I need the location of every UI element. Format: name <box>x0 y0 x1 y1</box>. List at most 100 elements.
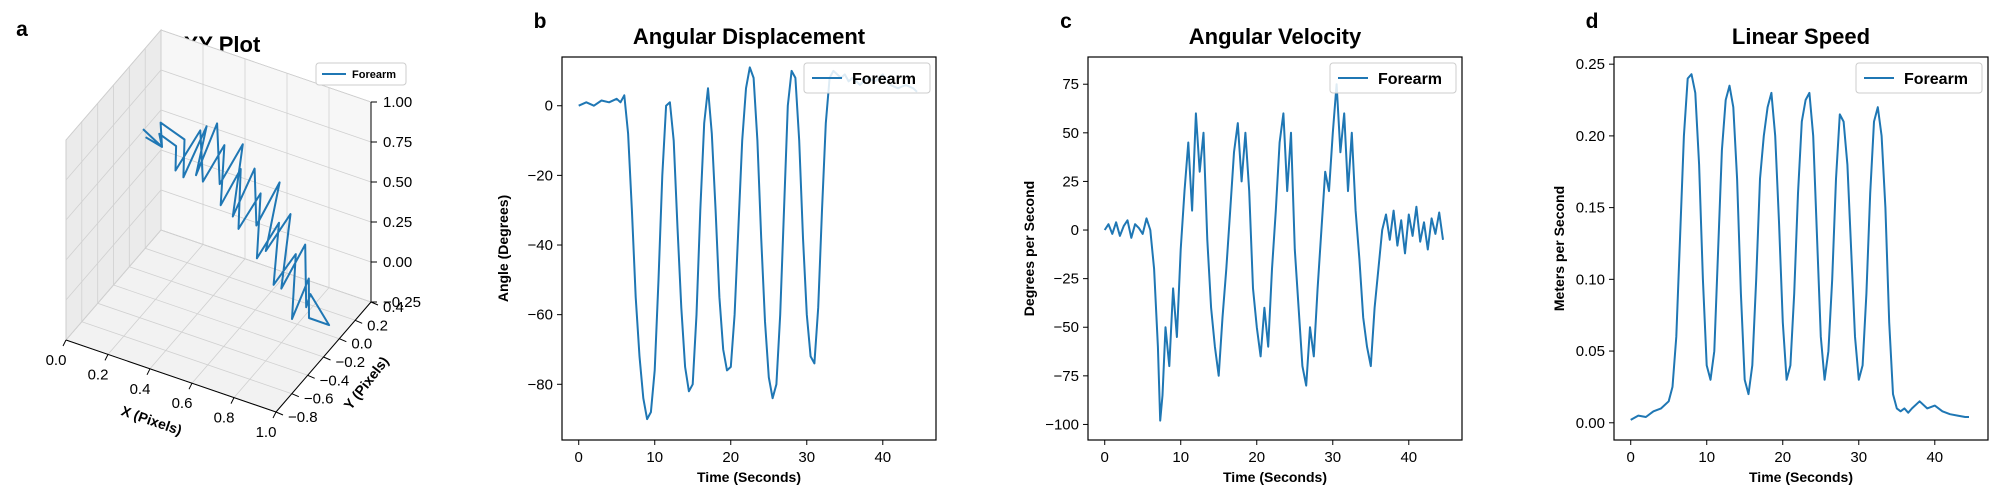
z-tick-label: 0.50 <box>383 174 412 191</box>
y-tick-label: −60 <box>528 307 553 324</box>
x-tick-label: 30 <box>798 449 815 466</box>
legend: Forearm <box>1329 62 1457 94</box>
y-tick-label: 0 <box>1071 222 1079 239</box>
grid-line <box>65 69 372 181</box>
y-tick <box>339 338 347 343</box>
x-tick-label: 40 <box>1926 449 1943 466</box>
panel-b: b Angular Displacement 0 10 20 30 40 0 −20 −40 −60… <box>495 10 937 485</box>
y-tick-label: 0.25 <box>1576 56 1605 73</box>
x-tick-label: 0.4 <box>130 381 151 398</box>
panel-letter-a: a <box>16 18 28 41</box>
x-tick-label: 20 <box>1774 449 1791 466</box>
x-tick-label: 0.0 <box>46 352 67 369</box>
x-axis-label: Time (Seconds) <box>697 469 801 485</box>
x-tick-label: 0 <box>1627 449 1635 466</box>
grid-line <box>65 149 372 261</box>
y-tick-label: 0.00 <box>1576 415 1605 432</box>
y-axis-label: Degrees per Second <box>1021 181 1037 316</box>
x-tick-label: 0.6 <box>172 395 193 412</box>
y-tick <box>323 356 331 361</box>
x-tick <box>104 354 109 361</box>
x-tick-label: 10 <box>1172 449 1189 466</box>
z-tick-label: 0.25 <box>383 214 412 231</box>
legend: Forearm <box>1855 62 1983 94</box>
y-tick-label: −0.4 <box>320 372 350 389</box>
y-tick <box>354 319 363 324</box>
y-tick-label: 0 <box>545 98 553 115</box>
z-tick-label: 1.00 <box>383 94 412 111</box>
grid-line <box>65 229 372 341</box>
series-line-forearm <box>142 121 331 327</box>
y-tick-label: −75 <box>1054 368 1079 385</box>
x-axis-line <box>65 339 277 413</box>
x-tick-label: 30 <box>1324 449 1341 466</box>
grid-line <box>65 29 372 141</box>
z-tick-label: −0.25 <box>383 294 421 311</box>
panel-c: c Angular Velocity 0 10 20 30 40 75 50 25 0 −25 −50 −… <box>1021 10 1463 485</box>
chart-title: Angular Displacement <box>633 24 866 49</box>
y-tick-label: −80 <box>528 376 553 393</box>
y-tick-label: 0.15 <box>1576 200 1605 217</box>
z-tick-label: 0.00 <box>383 254 412 271</box>
legend-label: Forearm <box>1378 71 1442 88</box>
legend-box <box>1855 62 1983 94</box>
x-tick-label: 20 <box>722 449 739 466</box>
y-tick-label: 0.0 <box>351 336 372 353</box>
axes-frame <box>1087 56 1463 441</box>
y-tick <box>307 374 315 379</box>
x-tick-label: 0 <box>1101 449 1109 466</box>
y-tick-label: −0.2 <box>336 354 366 371</box>
x-tick-label: 10 <box>1698 449 1715 466</box>
panel-a: aXY Plot0.00.20.40.60.81.0−0.8−0.6−0.4−0… <box>16 18 421 441</box>
panel-d: d Linear Speed 0 10 20 30 40 0.00 0.05 0.10 0.15 0.… <box>1551 10 1989 485</box>
y-tick-label: −20 <box>528 167 553 184</box>
y-tick-label: 0.2 <box>367 317 388 334</box>
series-line-forearm <box>1103 83 1444 422</box>
x-tick <box>230 397 235 404</box>
y-axis-label: Meters per Second <box>1551 186 1567 311</box>
x-tick-label: 0.8 <box>214 410 235 427</box>
z-tick-label: 0.75 <box>383 134 412 151</box>
x-tick-label: 20 <box>1248 449 1265 466</box>
legend-label: Forearm <box>352 69 396 81</box>
legend: Forearm <box>803 62 931 94</box>
y-tick-label: 0.05 <box>1576 343 1605 360</box>
y-tick-label: 25 <box>1062 173 1079 190</box>
y-axis-label: Angle (Degrees) <box>495 195 511 302</box>
y-tick-label: 0.10 <box>1576 271 1605 288</box>
x-tick-label: 10 <box>646 449 663 466</box>
x-tick-label: 1.0 <box>256 424 277 441</box>
y-tick-label: −0.8 <box>288 409 318 426</box>
grid-line <box>65 189 372 301</box>
y-tick-label: 75 <box>1062 76 1079 93</box>
legend-box <box>1329 62 1457 94</box>
legend-box <box>315 62 407 86</box>
x-tick-label: 0.2 <box>88 366 109 383</box>
x-axis-label: Time (Seconds) <box>1749 469 1853 485</box>
x-axis-label: Time (Seconds) <box>1223 469 1327 485</box>
y-tick-label: −0.6 <box>304 391 334 408</box>
legend-box <box>803 62 931 94</box>
y-tick-label: −100 <box>1045 416 1079 433</box>
axes-frame <box>1613 56 1989 441</box>
y-tick <box>291 393 300 398</box>
y-tick-label: 0.20 <box>1576 128 1605 145</box>
y-tick-label: −25 <box>1054 271 1079 288</box>
y-tick-label: 0.4 <box>383 299 404 316</box>
legend-label: Forearm <box>1904 71 1968 88</box>
chart-title: Linear Speed <box>1732 24 1870 49</box>
x-tick-label: 40 <box>1400 449 1417 466</box>
grid-line <box>65 109 372 221</box>
x-tick-label: 0 <box>575 449 583 466</box>
x-tick <box>146 368 151 376</box>
chart-title: Angular Velocity <box>1189 24 1362 49</box>
legend: Forearm <box>315 62 407 86</box>
y-tick <box>275 411 284 416</box>
series-line-forearm <box>1630 73 1969 421</box>
x-tick-label: 40 <box>874 449 891 466</box>
x-tick <box>188 382 193 390</box>
x-tick <box>62 339 67 347</box>
x-tick-label: 30 <box>1850 449 1867 466</box>
panel-letter-c: c <box>1060 10 1072 33</box>
